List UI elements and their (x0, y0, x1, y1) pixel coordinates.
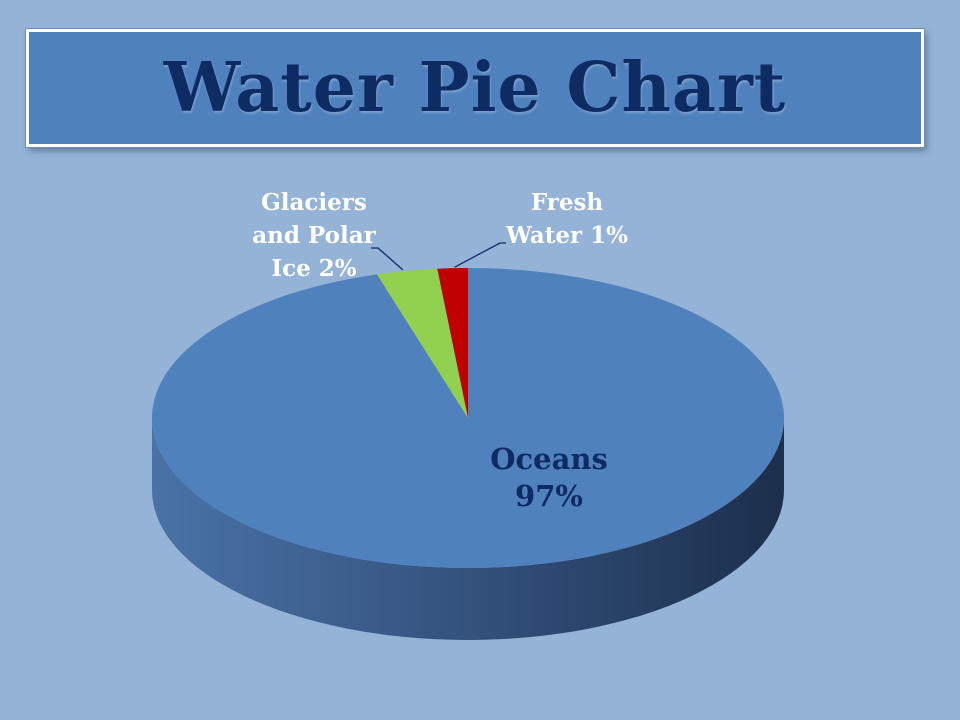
leader-glaciers (371, 247, 404, 271)
slice-labels: Glaciers and Polar Ice 2% Fresh Water 1% Ocea… (252, 189, 628, 513)
title-box: Water Pie Chart (25, 28, 925, 148)
label-oceans: Oceans 97% (490, 442, 608, 513)
label-glaciers: Glaciers and Polar Ice 2% (252, 189, 376, 282)
slice-oceans (151, 268, 784, 568)
slice-fresh-water (437, 268, 468, 418)
label-fresh-water: Fresh Water 1% (505, 189, 628, 249)
label-leader-lines (371, 242, 506, 271)
chart-title: Water Pie Chart (163, 48, 787, 128)
slice-glaciers (376, 268, 468, 418)
pie-side-surface (152, 418, 784, 640)
pie-top (151, 268, 784, 568)
leader-fresh-water (454, 242, 506, 268)
pie-side-wall (152, 418, 784, 640)
